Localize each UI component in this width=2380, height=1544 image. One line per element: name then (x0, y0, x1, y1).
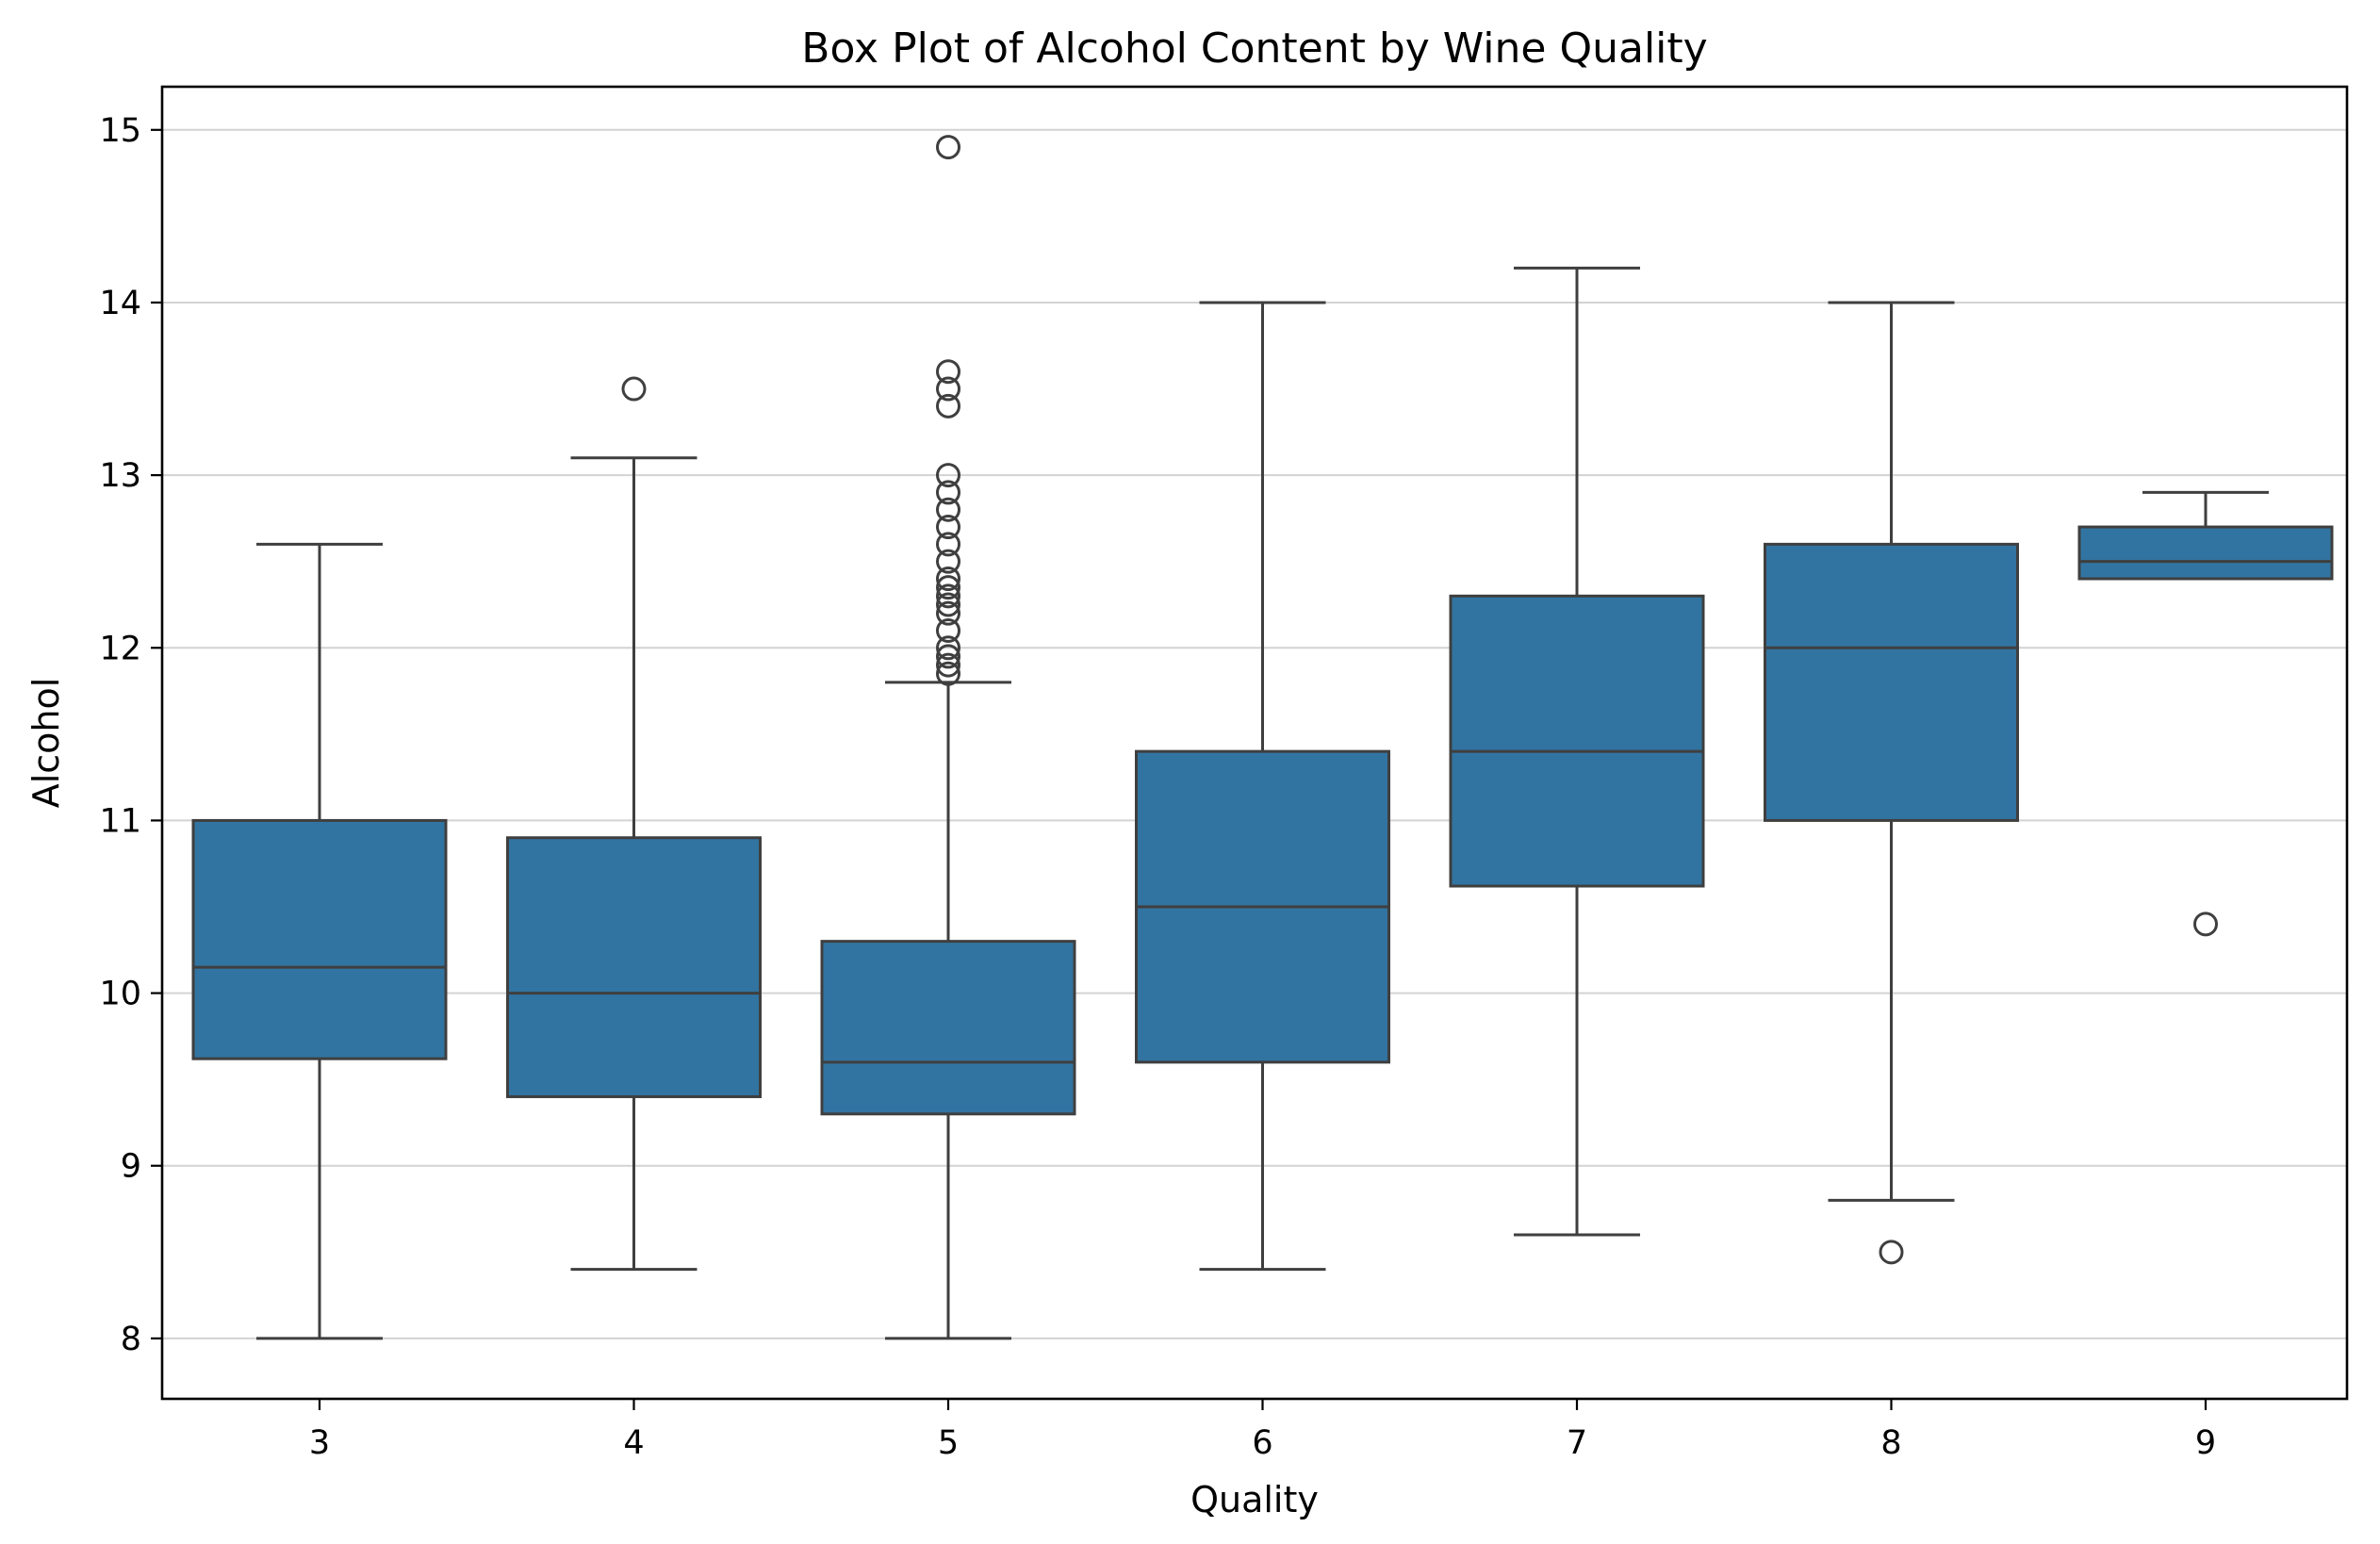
outlier-point (936, 549, 960, 574)
x-tick-label: 4 (623, 1424, 644, 1462)
outlier-point (936, 532, 960, 557)
box-group-quality-6 (1135, 301, 1390, 1272)
y-tick-label: 11 (99, 802, 141, 840)
y-axis-ticks: 8 9 10 11 12 13 14 15 (99, 112, 162, 1358)
y-tick-label: 10 (99, 976, 141, 1013)
iqr-box (506, 836, 762, 1098)
y-tick-label: 15 (99, 112, 141, 150)
y-tick-label: 9 (121, 1148, 141, 1186)
box-group-quality-7 (1449, 266, 1705, 1237)
outlier-point (936, 567, 960, 591)
y-axis-label: Alcohol (25, 678, 67, 809)
outlier-point (936, 661, 960, 686)
box-group-quality-9 (2077, 490, 2334, 937)
x-tick-label: 6 (1252, 1424, 1272, 1462)
x-tick-label: 9 (2195, 1424, 2216, 1462)
y-tick-label: 13 (99, 457, 141, 495)
x-tick-label: 7 (1567, 1424, 1587, 1462)
outlier-point (1879, 1240, 1904, 1265)
x-tick-label: 3 (309, 1424, 330, 1462)
y-tick-label: 14 (99, 285, 141, 322)
outlier-point (936, 376, 960, 402)
outlier-point (936, 600, 960, 626)
iqr-box (191, 818, 448, 1060)
iqr-box (820, 940, 1076, 1116)
boxes (191, 135, 2334, 1340)
x-axis-label: Quality (1190, 1479, 1319, 1520)
outlier-point (936, 617, 960, 643)
iqr-box (1449, 594, 1705, 888)
outlier-point (936, 393, 960, 419)
outlier-point (936, 592, 960, 617)
plot-frame (160, 85, 2349, 1401)
outlier-point (936, 359, 960, 385)
outlier-point (936, 644, 960, 669)
outlier-point (621, 376, 647, 402)
outlier-point (2193, 912, 2218, 937)
x-tick-label: 8 (1880, 1424, 1901, 1462)
outlier-point (936, 497, 960, 522)
box-group-quality-3 (191, 542, 448, 1340)
y-tick-label: 8 (121, 1321, 141, 1358)
outlier-point (936, 652, 960, 678)
outlier-point (936, 515, 960, 540)
iqr-box (1764, 542, 2019, 822)
box-group-quality-8 (1764, 301, 2019, 1265)
outlier-point (936, 583, 960, 609)
box-group-quality-4 (506, 376, 762, 1272)
outlier-point (936, 635, 960, 661)
outlier-point (936, 463, 960, 488)
outlier-point (936, 575, 960, 600)
y-tick-label: 12 (99, 630, 141, 667)
x-axis-ticks: 3 4 5 6 7 8 9 (309, 1399, 2216, 1462)
box-group-quality-5 (820, 135, 1076, 1340)
outlier-point (936, 135, 960, 160)
outlier-point (936, 480, 960, 505)
chart-title: Box Plot of Alcohol Content by Wine Qual… (801, 25, 1707, 73)
x-tick-label: 5 (938, 1424, 959, 1462)
iqr-box (2077, 525, 2334, 581)
